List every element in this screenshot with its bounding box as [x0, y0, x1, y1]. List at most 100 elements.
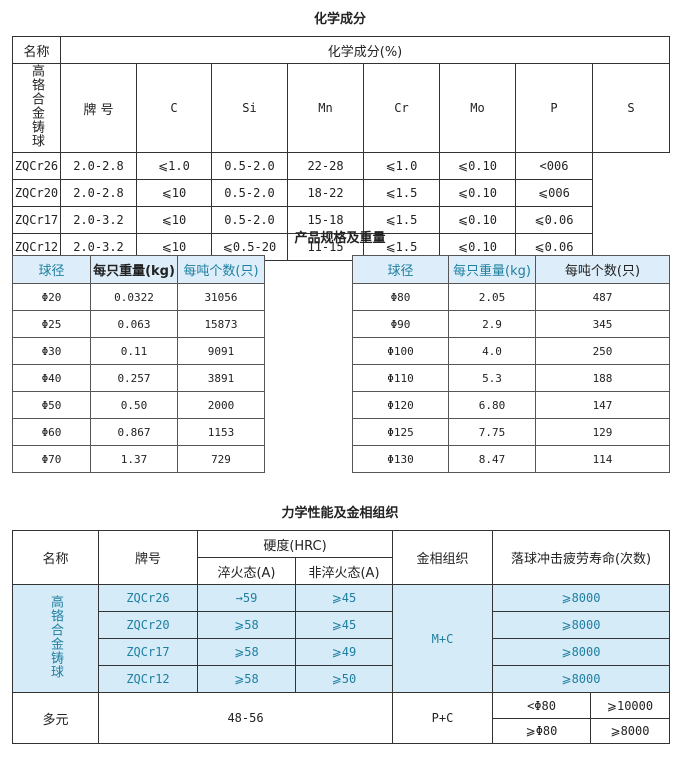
- life-value: ⩾8000: [590, 718, 671, 744]
- cell: ⩽1.5: [363, 179, 440, 207]
- cell: ZQCr20: [12, 179, 61, 207]
- col-header: S: [592, 63, 670, 153]
- cell: 487: [535, 283, 670, 311]
- table-row: Φ125 7.75 129: [352, 418, 670, 446]
- table-row: ZQCr12 ⩾58 ⩾50 ⩾8000: [13, 665, 671, 693]
- cell: ⩽0.10: [439, 152, 516, 180]
- col-header: Mo: [439, 63, 516, 153]
- col-header: Mn: [287, 63, 364, 153]
- cell: Φ40: [12, 364, 91, 392]
- cell: 11-15: [287, 233, 364, 261]
- table-row: Φ40 0.257 3891: [12, 364, 265, 392]
- cell: 18-22: [287, 179, 364, 207]
- cell: ⩽1.0: [136, 152, 212, 180]
- cell: Φ30: [12, 337, 91, 365]
- cell: 1.37: [90, 445, 178, 473]
- table-row: Φ80 2.05 487: [352, 283, 670, 311]
- cell: Φ80: [352, 283, 449, 311]
- table-row: Φ110 5.3 188: [352, 364, 670, 392]
- cell: 0.257: [90, 364, 178, 392]
- table-row: ZQCr26 2.0-2.8 ⩽1.0 0.5-2.0 22-28 ⩽1.0 ⩽0.10 <0…: [12, 152, 670, 180]
- cell: 0.50: [90, 391, 178, 419]
- col-header: P: [515, 63, 593, 153]
- unquenched: ⩾45: [294, 584, 394, 612]
- table-row: Φ90 2.9 345: [352, 310, 670, 338]
- cell: 2.0-3.2: [60, 206, 137, 234]
- cell: 22-28: [287, 152, 364, 180]
- cell: 31056: [177, 283, 265, 311]
- grade: ZQCr20: [98, 611, 198, 639]
- cell: ZQCr26: [12, 152, 61, 180]
- cell: 2.9: [448, 310, 536, 338]
- col-header: 每吨个数(只): [177, 255, 265, 284]
- structure-header: 金相组织: [392, 530, 494, 585]
- unquenched: ⩾50: [294, 665, 394, 693]
- quenched: →59: [197, 584, 296, 612]
- cell: 729: [177, 445, 265, 473]
- structure: M+C: [392, 584, 494, 693]
- life: ⩾8000: [492, 665, 671, 693]
- cell: 345: [535, 310, 670, 338]
- cell: ⩽006: [515, 179, 593, 207]
- table-row: Φ60 0.867 1153: [12, 418, 265, 446]
- cell: Φ70: [12, 445, 91, 473]
- cell: 2.05: [448, 283, 536, 311]
- cell: 4.0: [448, 337, 536, 365]
- cell: 250: [535, 337, 670, 365]
- grade: ZQCr17: [98, 638, 198, 666]
- cell: 147: [535, 391, 670, 419]
- cell: Φ130: [352, 445, 449, 473]
- cell: ⩽0.06: [515, 206, 593, 234]
- cell: 1153: [177, 418, 265, 446]
- cell: 0.11: [90, 337, 178, 365]
- cell: 6.80: [448, 391, 536, 419]
- col-header: C: [136, 63, 212, 153]
- unquenched: ⩾49: [294, 638, 394, 666]
- quenched-header: 淬火态(A): [197, 557, 296, 585]
- grade: ZQCr12: [98, 665, 198, 693]
- cell: ⩽10: [136, 179, 212, 207]
- life: ⩾8000: [492, 611, 671, 639]
- cell: ⩽1.5: [363, 206, 440, 234]
- table-row: Φ20 0.0322 31056: [12, 283, 265, 311]
- multi-structure: P+C: [392, 692, 494, 744]
- group-label: 高铬合金铸球: [29, 64, 44, 148]
- life: ⩾8000: [492, 638, 671, 666]
- cell: 15873: [177, 310, 265, 338]
- unquenched: ⩾45: [294, 611, 394, 639]
- quenched: ⩾58: [197, 611, 296, 639]
- life-size: ⩾Φ80: [492, 718, 592, 744]
- grade: ZQCr26: [98, 584, 198, 612]
- chem-title: 化学成分: [313, 12, 366, 27]
- quenched: ⩾58: [197, 665, 296, 693]
- life-value: ⩾10000: [590, 692, 671, 719]
- table-row: ZQCr20 2.0-2.8 ⩽10 0.5-2.0 18-22 ⩽1.5 ⩽0.10 ⩽00…: [12, 179, 670, 207]
- hardness-header: 硬度(HRC): [196, 530, 394, 558]
- cell: 0.867: [90, 418, 178, 446]
- cell: 2000: [177, 391, 265, 419]
- table-row: Φ25 0.063 15873: [12, 310, 265, 338]
- cell: ⩽0.10: [439, 206, 516, 234]
- cell: 0.5-2.0: [211, 152, 288, 180]
- cell: 0.5-2.0: [211, 179, 288, 207]
- cell: 0.063: [90, 310, 178, 338]
- composition-header: 化学成分(%): [60, 36, 670, 64]
- table-row: Φ130 8.47 114: [352, 445, 670, 473]
- cell: 0.0322: [90, 283, 178, 311]
- unquenched-header: 非淬火态(A): [294, 557, 394, 585]
- cell: 8.47: [448, 445, 536, 473]
- cell: 5.3: [448, 364, 536, 392]
- mech-title: 力学性能及金相组织: [281, 506, 399, 521]
- table-row: Φ50 0.50 2000: [12, 391, 265, 419]
- multi-name: 多元: [12, 692, 99, 744]
- cell: Φ120: [352, 391, 449, 419]
- table-row: Φ70 1.37 729: [12, 445, 265, 473]
- col-header: 牌 号: [60, 63, 137, 153]
- spec-table-right: 球径 每只重量(kg) 每吨个数(只) Φ80 2.05 487 Φ90 2.9 345 Φ100…: [352, 255, 670, 473]
- table-row: ZQCr17 ⩾58 ⩾49 ⩾8000: [13, 638, 671, 666]
- cell: 2.0-2.8: [60, 152, 137, 180]
- col-header: Cr: [363, 63, 440, 153]
- cell: <006: [515, 152, 593, 180]
- cell: ⩽0.10: [439, 179, 516, 207]
- multi-hardness: 48-56: [97, 692, 394, 744]
